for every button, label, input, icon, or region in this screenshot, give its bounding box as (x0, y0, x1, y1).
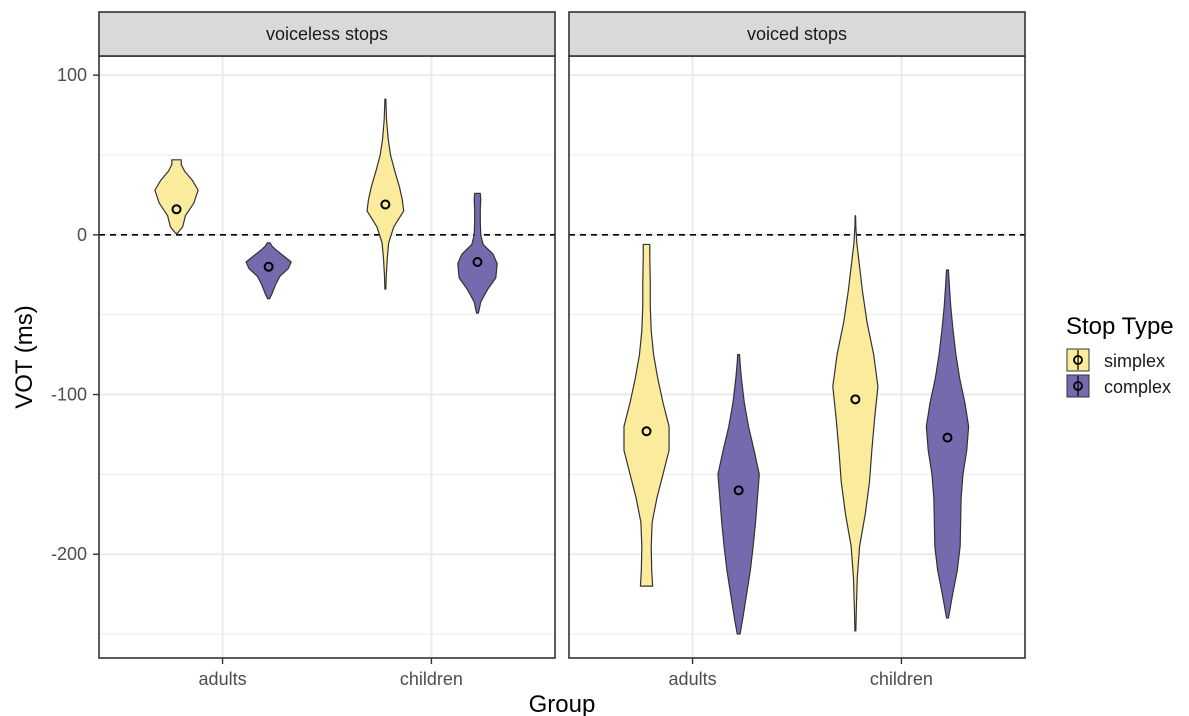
mean-point-adults-complex (263, 261, 274, 272)
y-tick-label: 100 (57, 65, 87, 85)
mean-point-children-simplex (380, 199, 391, 210)
violin-children-simplex (366, 98, 405, 290)
y-tick-label: -200 (51, 544, 87, 564)
violin-adults-simplex (623, 243, 670, 587)
violin-children-simplex (832, 215, 879, 632)
violin-adults-simplex (154, 159, 199, 234)
panel-grid (99, 56, 555, 658)
x-axis: adults children adults children (199, 658, 933, 689)
strip-background (568, 11, 1026, 57)
violin-layer (623, 215, 970, 635)
legend-label-complex: complex (1104, 377, 1171, 397)
violin-children-complex (457, 192, 498, 314)
x-tick-label: adults (669, 669, 717, 689)
x-axis-title: Group (529, 691, 596, 716)
y-tick-label: -100 (51, 385, 87, 405)
legend-item-complex: complex (1066, 374, 1171, 398)
mean-point-adults-complex (733, 485, 744, 496)
x-tick-label: children (870, 669, 933, 689)
y-axis: 100 0 -100 -200 (51, 65, 99, 564)
facet-strip-label: voiceless stops (266, 24, 388, 44)
y-tick-label: 0 (77, 225, 87, 245)
mean-point-children-complex (942, 432, 953, 443)
strip-background (98, 11, 556, 57)
legend-item-simplex: simplex (1066, 348, 1165, 372)
panel-background (99, 56, 555, 658)
y-axis-title: VOT (ms) (11, 305, 38, 409)
legend-key-point (1073, 381, 1083, 391)
x-tick-label: adults (199, 669, 247, 689)
mean-point-children-complex (472, 256, 483, 267)
violin-children-complex (925, 269, 970, 619)
legend: Stop Type simplex complex (1066, 313, 1174, 398)
legend-key-point (1073, 355, 1083, 365)
mean-point-children-simplex (850, 394, 861, 405)
violin-layer (154, 98, 498, 314)
facet-panel-voiced: voiced stops (568, 11, 1026, 659)
facet-strip-label: voiced stops (747, 24, 847, 44)
mean-point-adults-simplex (641, 426, 652, 437)
legend-label-simplex: simplex (1104, 351, 1165, 371)
x-tick-label: children (400, 669, 463, 689)
facet-panel-voiceless: voiceless stops (98, 11, 556, 659)
mean-point-adults-simplex (171, 204, 182, 215)
legend-title: Stop Type (1066, 313, 1174, 340)
